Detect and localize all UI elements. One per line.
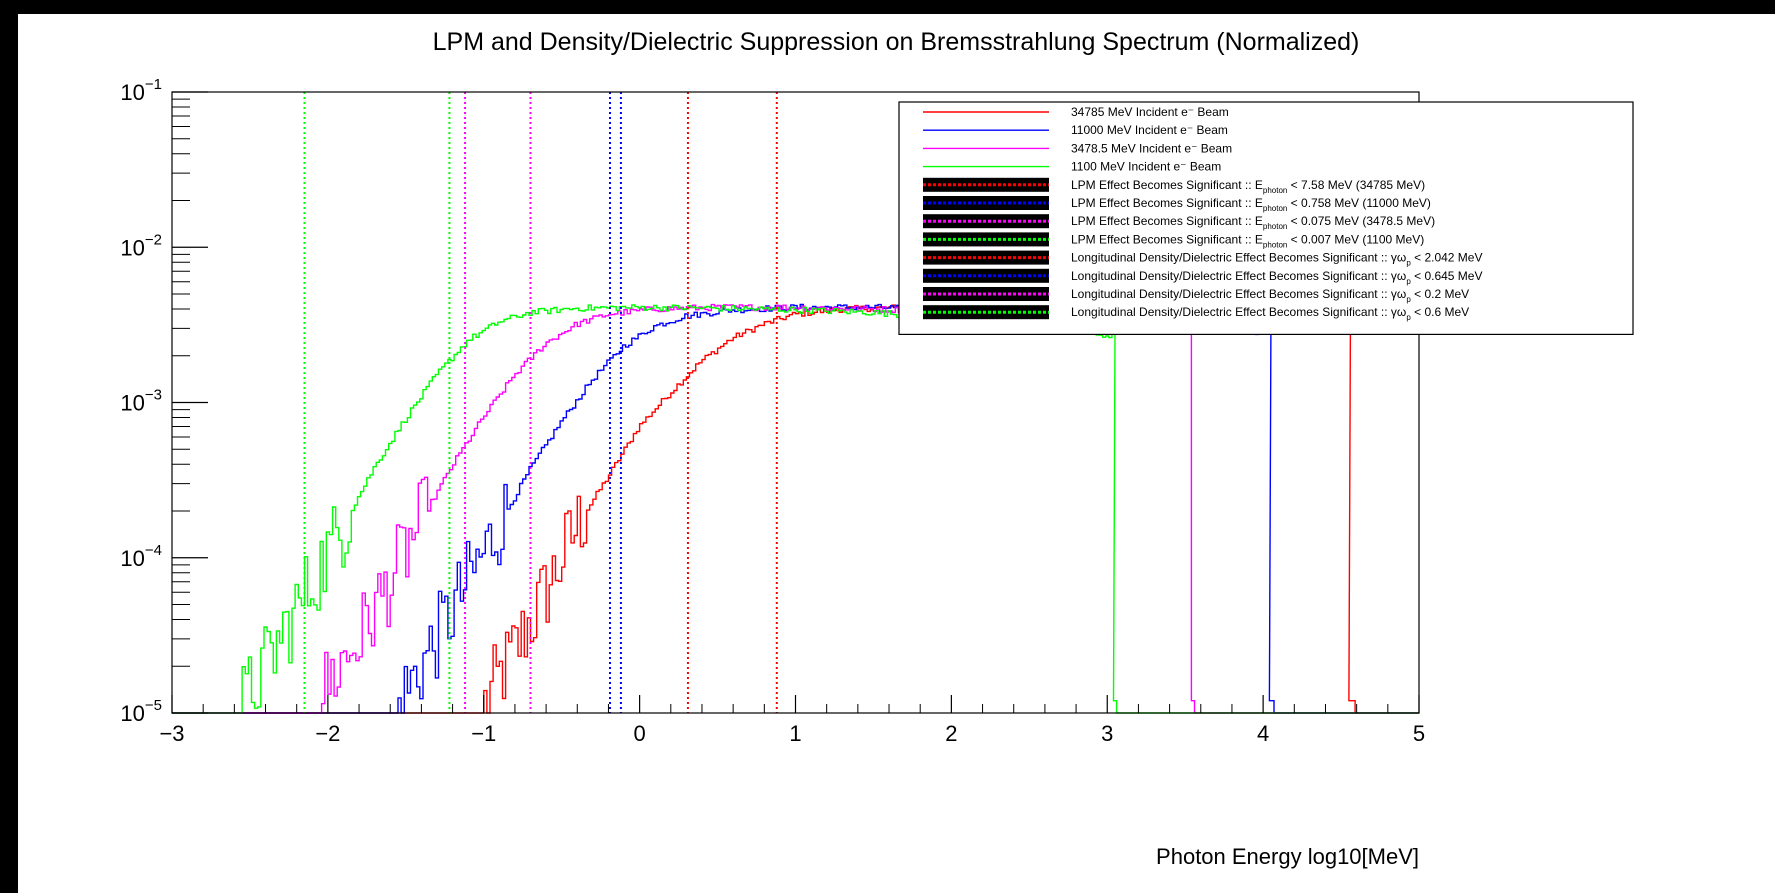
legend-entry-series: 34785 MeV Incident e⁻ Beam: [1071, 105, 1229, 119]
x-tick-label: 5: [1413, 721, 1425, 746]
series-line-3: [172, 304, 1419, 714]
chart-title: LPM and Density/Dielectric Suppression o…: [433, 28, 1360, 56]
legend-entry-series: 3478.5 MeV Incident e⁻ Beam: [1071, 141, 1232, 155]
plot-canvas: LPM and Density/Dielectric Suppression o…: [18, 14, 1775, 893]
x-tick-label: 3: [1101, 721, 1113, 746]
legend-entry-series: 1100 MeV Incident e⁻ Beam: [1071, 160, 1221, 174]
series-line-2: [172, 303, 1419, 714]
series-line-1: [172, 303, 1419, 714]
y-tick-label: 10−3: [120, 387, 162, 416]
legend-entry-threshold: Longitudinal Density/Dielectric Effect B…: [1071, 269, 1482, 286]
axes: −3 −2 −1 0 1 2 3 4 5 10−5 10−4 10−3 10−2 10−1: [120, 76, 1425, 746]
x-tick-label: −3: [159, 721, 184, 746]
x-tick-label: −1: [471, 721, 496, 746]
x-tick-label: −2: [315, 721, 340, 746]
x-tick-label: 0: [634, 721, 646, 746]
x-tick-label: 1: [789, 721, 801, 746]
legend-entry-series: 11000 MeV Incident e⁻ Beam: [1071, 123, 1228, 137]
legend-entry-threshold: Longitudinal Density/Dielectric Effect B…: [1071, 251, 1482, 268]
x-axis-label: Photon Energy log10[MeV]: [1156, 844, 1419, 869]
legend: 34785 MeV Incident e⁻ Beam 11000 MeV Inci…: [898, 101, 1634, 335]
series-layer: [172, 303, 1419, 714]
legend-entry-threshold: LPM Effect Becomes Significant :: Ephoto…: [1071, 232, 1424, 249]
series-line-0: [172, 304, 1419, 714]
x-tick-label: 4: [1257, 721, 1269, 746]
legend-entry-threshold: LPM Effect Becomes Significant :: Ephoto…: [1071, 196, 1431, 213]
x-tick-label: 2: [945, 721, 957, 746]
bremsstrahlung-chart: LPM and Density/Dielectric Suppression o…: [120, 28, 1634, 869]
threshold-lines: [303, 92, 778, 713]
legend-entry-threshold: LPM Effect Becomes Significant :: Ephoto…: [1071, 214, 1435, 231]
legend-entry-threshold: LPM Effect Becomes Significant :: Ephoto…: [1071, 178, 1425, 195]
y-tick-label: 10−2: [120, 231, 162, 260]
y-tick-label: 10−1: [120, 76, 162, 105]
y-tick-label: 10−4: [120, 542, 162, 571]
y-tick-label: 10−5: [120, 697, 162, 726]
legend-entry-threshold: Longitudinal Density/Dielectric Effect B…: [1071, 287, 1469, 304]
legend-entry-threshold: Longitudinal Density/Dielectric Effect B…: [1071, 305, 1469, 322]
